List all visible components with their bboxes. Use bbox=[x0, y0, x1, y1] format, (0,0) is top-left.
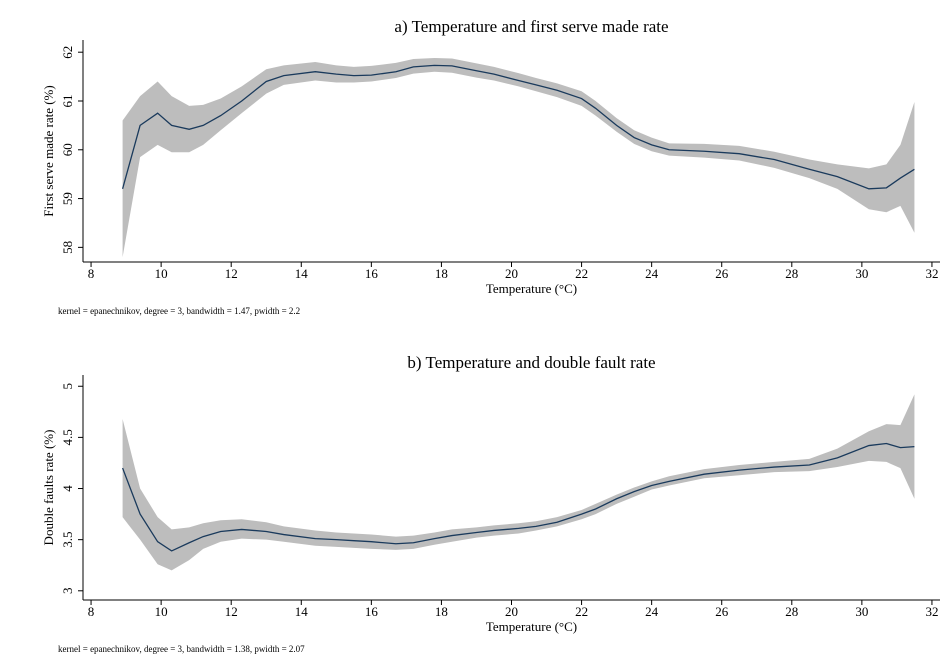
x-tick-label: 16 bbox=[365, 266, 379, 281]
y-tick-label: 58 bbox=[60, 241, 75, 254]
x-tick-label: 20 bbox=[505, 266, 518, 281]
y-tick-label: 3 bbox=[60, 588, 75, 595]
line bbox=[121, 64, 915, 190]
x-tick-label: 8 bbox=[88, 604, 95, 619]
x-tick-label: 20 bbox=[505, 604, 518, 619]
chart-title: a) Temperature and first serve made rate bbox=[394, 17, 668, 36]
x-tick-label: 24 bbox=[645, 604, 659, 619]
line bbox=[121, 442, 915, 552]
x-tick-label: 14 bbox=[295, 266, 309, 281]
x-tick-label: 24 bbox=[645, 266, 659, 281]
x-tick-label: 28 bbox=[785, 604, 798, 619]
note: kernel = epanechnikov, degree = 3, bandw… bbox=[58, 306, 300, 316]
y-tick-label: 60 bbox=[60, 143, 75, 156]
x-tick-label: 18 bbox=[435, 266, 448, 281]
x-tick-label: 26 bbox=[715, 604, 729, 619]
x-tick-label: 12 bbox=[225, 604, 238, 619]
chart-title: b) Temperature and double fault rate bbox=[407, 353, 655, 372]
confidence-band bbox=[122, 58, 915, 258]
x-tick-label: 18 bbox=[435, 604, 448, 619]
x-tick-label: 8 bbox=[88, 266, 95, 281]
x-tick-label: 16 bbox=[365, 604, 379, 619]
y-axis-label: First serve made rate (%) bbox=[41, 85, 56, 216]
x-tick-label: 22 bbox=[575, 604, 588, 619]
y-tick-label: 4 bbox=[60, 485, 75, 492]
x-tick-label: 28 bbox=[785, 266, 798, 281]
x-tick-label: 30 bbox=[855, 604, 868, 619]
x-tick-label: 32 bbox=[925, 604, 938, 619]
y-tick-label: 3.5 bbox=[60, 532, 75, 548]
x-tick-label: 32 bbox=[925, 266, 938, 281]
y-tick-label: 62 bbox=[60, 46, 75, 59]
x-tick-label: 22 bbox=[575, 266, 588, 281]
x-tick-label: 10 bbox=[155, 604, 168, 619]
note: kernel = epanechnikov, degree = 3, bandw… bbox=[58, 644, 305, 654]
confidence-band bbox=[122, 394, 915, 571]
x-tick-label: 12 bbox=[225, 266, 238, 281]
x-tick-label: 30 bbox=[855, 266, 868, 281]
x-tick-label: 14 bbox=[295, 604, 309, 619]
x-axis-label: Temperature (°C) bbox=[486, 281, 577, 296]
x-tick-label: 10 bbox=[155, 266, 168, 281]
y-tick-label: 4.5 bbox=[60, 429, 75, 445]
x-tick-label: 26 bbox=[715, 266, 729, 281]
y-tick-label: 59 bbox=[60, 192, 75, 205]
y-axis-label: Double faults rate (%) bbox=[41, 430, 56, 546]
x-axis-label: Temperature (°C) bbox=[486, 619, 577, 634]
y-tick-label: 61 bbox=[60, 94, 75, 107]
y-tick-label: 5 bbox=[60, 383, 75, 390]
